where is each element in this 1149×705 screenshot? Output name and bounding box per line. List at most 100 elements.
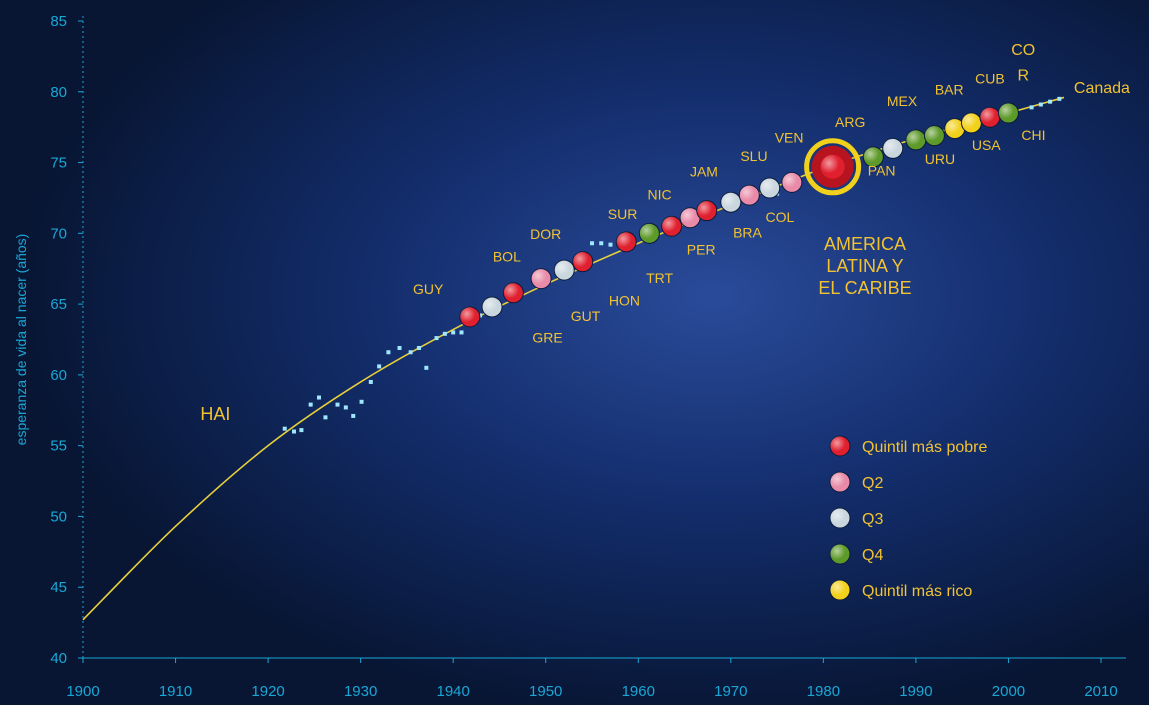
small-point-18 bbox=[442, 331, 447, 336]
label-guy: GUY bbox=[413, 281, 444, 297]
label-sur: SUR bbox=[608, 206, 638, 222]
point-gut bbox=[553, 259, 575, 281]
label-nic: NIC bbox=[647, 186, 671, 202]
small-point-19 bbox=[451, 330, 456, 335]
point-mex-shine bbox=[905, 129, 926, 150]
point-gre-shine bbox=[503, 282, 524, 303]
y-tick-label-80: 80 bbox=[50, 84, 67, 101]
small-point-10 bbox=[368, 379, 373, 384]
y-tick-label-60: 60 bbox=[50, 367, 67, 384]
label-uru: URU bbox=[925, 151, 955, 167]
point-mex bbox=[905, 129, 927, 151]
point-chi-shine bbox=[998, 103, 1019, 124]
y-tick-label-75: 75 bbox=[50, 155, 67, 172]
small-point-15 bbox=[416, 345, 421, 350]
y-tick-label-65: 65 bbox=[50, 296, 67, 313]
point-cub bbox=[979, 106, 1001, 128]
small-point-20 bbox=[459, 330, 464, 335]
x-tick-label-1930: 1930 bbox=[344, 683, 377, 700]
x-tick-label-2000: 2000 bbox=[992, 683, 1025, 700]
small-point-0 bbox=[282, 426, 287, 431]
point-jam bbox=[696, 200, 718, 222]
legend-entry-q2: Q2 bbox=[829, 471, 883, 493]
label-bar: BAR bbox=[935, 82, 964, 98]
small-point-3 bbox=[308, 402, 313, 407]
label-gre: GRE bbox=[532, 329, 562, 345]
y-tick-label-40: 40 bbox=[50, 650, 67, 667]
label-slu: SLU bbox=[740, 148, 767, 164]
label-mex: MEX bbox=[887, 93, 918, 109]
small-point-28 bbox=[1029, 105, 1034, 110]
point-ven bbox=[781, 171, 803, 193]
point-bra-shine bbox=[720, 192, 741, 213]
y-tick-label-55: 55 bbox=[50, 438, 67, 455]
small-point-14 bbox=[408, 350, 413, 355]
small-point-4 bbox=[316, 395, 321, 400]
point-ven-shine bbox=[781, 172, 802, 193]
small-point-12 bbox=[386, 350, 391, 355]
label-usa: USA bbox=[972, 137, 1001, 153]
y-tick-label-85: 85 bbox=[50, 13, 67, 30]
point-dor-shine bbox=[531, 268, 552, 289]
x-tick-label-1900: 1900 bbox=[66, 683, 99, 700]
point-per bbox=[679, 207, 701, 229]
latin-america-marker bbox=[804, 138, 862, 196]
small-point-17 bbox=[434, 336, 439, 341]
point-pan-shine bbox=[863, 146, 884, 167]
small-point-7 bbox=[343, 405, 348, 410]
point-arg-shine bbox=[882, 138, 903, 159]
legend-swatch-shine-q4 bbox=[830, 544, 850, 564]
small-point-2 bbox=[299, 428, 304, 433]
label-pan: PAN bbox=[868, 162, 896, 178]
point-arg bbox=[882, 137, 904, 159]
legend-label-q3: Q3 bbox=[862, 511, 883, 528]
small-point-6 bbox=[335, 402, 340, 407]
small-point-16 bbox=[424, 365, 429, 370]
label-cub: CUB bbox=[975, 70, 1005, 86]
y-tick-label-50: 50 bbox=[50, 508, 67, 525]
label-hon: HON bbox=[609, 293, 640, 309]
country-points bbox=[459, 102, 1019, 328]
label-jam: JAM bbox=[690, 164, 718, 180]
point-gut-shine bbox=[554, 260, 575, 281]
y-axis-label: esperanza de vida al nacer (años) bbox=[13, 234, 29, 446]
legend-entry-q5: Quintil más rico bbox=[829, 579, 972, 601]
point-guy bbox=[459, 306, 481, 328]
x-tick-label-1990: 1990 bbox=[899, 683, 932, 700]
point-dor bbox=[530, 268, 552, 290]
small-point-11 bbox=[377, 364, 382, 369]
point-col bbox=[759, 177, 781, 199]
point-jam-shine bbox=[696, 200, 717, 221]
x-tick-label-1940: 1940 bbox=[436, 683, 469, 700]
label-latin-america-line3: EL CARIBE bbox=[818, 278, 911, 298]
x-tick-label-2010: 2010 bbox=[1084, 683, 1117, 700]
small-point-30 bbox=[1048, 99, 1053, 104]
point-bra bbox=[720, 191, 742, 213]
country-labels: HAI GUY BOL GRE DOR GUT HON SUR TRT NIC PER JAM BRA S… bbox=[200, 42, 1130, 424]
point-nic-shine bbox=[661, 216, 682, 237]
legend-swatch-shine-q2 bbox=[830, 472, 850, 492]
point-guy-shine bbox=[459, 306, 480, 327]
legend-swatch-shine-q1 bbox=[830, 436, 850, 456]
latin-america-shine bbox=[820, 154, 845, 179]
legend-entry-q1: Quintil más pobre bbox=[829, 435, 987, 457]
point-uru-shine bbox=[924, 125, 945, 146]
label-col: COL bbox=[765, 209, 794, 225]
legend-entry-q4: Q4 bbox=[829, 543, 883, 565]
point-uru bbox=[923, 125, 945, 147]
label-cor-line2: R bbox=[1017, 67, 1029, 84]
point-sur bbox=[615, 231, 637, 253]
y-tick-label-45: 45 bbox=[50, 579, 67, 596]
x-tick-label-1950: 1950 bbox=[529, 683, 562, 700]
x-tick-label-1920: 1920 bbox=[251, 683, 284, 700]
label-dor: DOR bbox=[530, 226, 561, 242]
label-gut: GUT bbox=[571, 308, 601, 324]
point-chi bbox=[997, 102, 1019, 124]
small-point-24 bbox=[599, 241, 604, 246]
x-tick-label-1980: 1980 bbox=[807, 683, 840, 700]
legend: Quintil más pobre Q2 Q3 Q4 Quintil más rico bbox=[829, 435, 987, 601]
x-tick-label-1910: 1910 bbox=[159, 683, 192, 700]
point-slu-shine bbox=[739, 185, 760, 206]
